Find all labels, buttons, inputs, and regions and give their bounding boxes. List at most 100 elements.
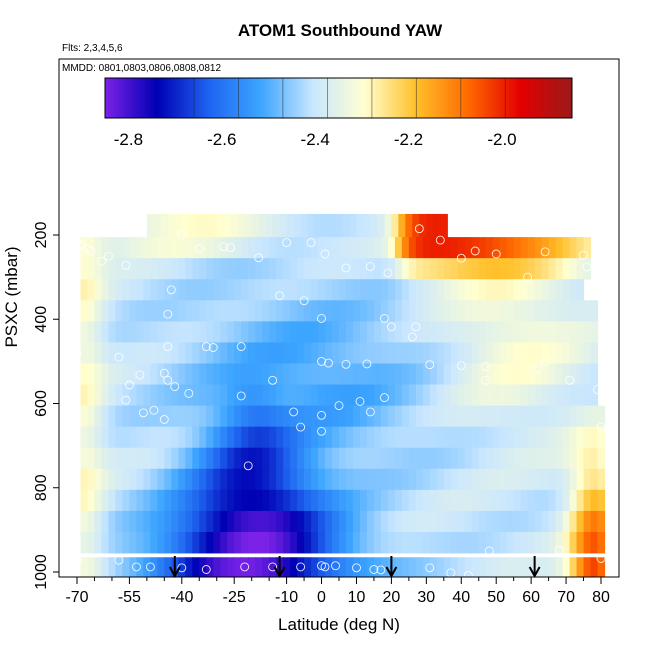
heatmap-cell — [248, 447, 256, 470]
heatmap-cell — [429, 342, 438, 364]
heatmap-cell — [80, 426, 89, 449]
heatmap-cell — [94, 237, 103, 259]
heatmap-cell — [206, 342, 214, 364]
heatmap-cell — [276, 237, 284, 259]
heatmap-cell — [569, 447, 578, 470]
heatmap-cell — [590, 426, 599, 449]
heatmap-cell — [241, 405, 249, 428]
heatmap-cell — [464, 426, 473, 449]
heatmap-cell — [293, 213, 302, 238]
heatmap-cell — [129, 279, 137, 301]
heatmap-cell — [300, 213, 309, 238]
heatmap-cell — [562, 405, 571, 428]
heatmap-cell — [220, 405, 228, 428]
heatmap-cell — [283, 363, 291, 385]
heatmap-cell — [220, 384, 228, 406]
heatmap-cell — [178, 363, 186, 385]
heatmap-cell — [318, 237, 326, 259]
heatmap-cell — [506, 510, 515, 533]
heatmap-cell — [342, 213, 351, 238]
heatmap-cell — [122, 447, 130, 470]
heatmap-cell — [255, 279, 263, 301]
heatmap-cell — [220, 426, 228, 449]
heatmap-cell — [185, 510, 193, 533]
heatmap-cell — [394, 468, 403, 491]
heatmap-cell — [499, 426, 508, 449]
heatmap-cell — [366, 405, 375, 428]
heatmap-cell — [590, 531, 599, 554]
heatmap-cell — [471, 342, 480, 364]
heatmap-cell — [345, 405, 354, 428]
heatmap-cell — [422, 279, 431, 301]
heatmap-cell — [345, 557, 354, 577]
heatmap-cell — [401, 405, 410, 428]
colorbar-segment — [396, 78, 400, 118]
heatmap-cell — [321, 213, 330, 238]
heatmap-cell — [164, 237, 172, 259]
heatmap-cell — [143, 342, 151, 364]
heatmap-cell — [108, 557, 117, 577]
colorbar-tick-label: -2.0 — [487, 130, 516, 149]
heatmap-cell — [492, 237, 501, 259]
heatmap-cell — [311, 531, 319, 554]
observation-point — [383, 268, 393, 278]
heatmap-cell — [227, 363, 235, 385]
heatmap-cell — [457, 321, 466, 343]
heatmap-cell — [332, 405, 340, 428]
heatmap-cell — [457, 557, 466, 577]
heatmap-cell — [234, 321, 242, 343]
heatmap-cell — [548, 426, 557, 449]
heatmap-cell — [297, 557, 305, 577]
heatmap-cell — [129, 468, 137, 491]
heatmap-cell — [520, 363, 529, 385]
heatmap-cell — [562, 237, 571, 259]
heatmap-cell — [380, 557, 389, 577]
heatmap-cell — [129, 237, 137, 259]
heatmap-cell — [178, 426, 186, 449]
heatmap-cell — [318, 557, 326, 577]
heatmap-cell — [153, 213, 162, 238]
colorbar-segment — [529, 78, 533, 118]
colorbar-segment — [469, 78, 473, 118]
heatmap-cell — [185, 557, 193, 577]
heatmap-cell — [513, 468, 522, 491]
heatmap-cell — [373, 363, 382, 385]
heatmap-cell — [569, 405, 578, 428]
heatmap-cell — [255, 321, 263, 343]
heatmap-cell — [164, 342, 172, 364]
heatmap-cell — [394, 342, 403, 364]
heatmap-cell — [101, 557, 110, 577]
observation-point — [72, 348, 82, 358]
colorbar-segment — [151, 78, 155, 118]
heatmap-cell — [548, 237, 557, 259]
observation-point — [170, 382, 180, 392]
heatmap-cell — [171, 426, 179, 449]
colorbar-segment — [228, 78, 232, 118]
heatmap-cell — [269, 321, 277, 343]
heatmap-cell — [129, 300, 137, 322]
heatmap-cell — [108, 258, 117, 280]
heatmap-cell — [401, 237, 410, 259]
colorbar-segment — [336, 78, 339, 118]
observation-point — [208, 343, 218, 352]
heatmap-cell — [380, 384, 389, 406]
heatmap-cell — [373, 405, 382, 428]
heatmap-cell — [115, 557, 124, 577]
heatmap-cell — [506, 258, 515, 280]
heatmap-cell — [220, 321, 228, 343]
heatmap-cell — [373, 321, 382, 343]
heatmap-cell — [436, 405, 445, 428]
heatmap-cell — [366, 531, 375, 554]
heatmap-cell — [150, 510, 158, 533]
heatmap-cell — [192, 321, 200, 343]
heatmap-cell — [178, 342, 186, 364]
heatmap-cell — [248, 557, 256, 577]
colorbar-segment — [284, 78, 288, 118]
observation-point — [194, 244, 204, 253]
heatmap-cell — [583, 489, 592, 512]
colorbar-segment — [315, 78, 318, 118]
heatmap-cell — [332, 342, 340, 364]
heatmap-cell — [80, 510, 89, 533]
heatmap-cell — [359, 300, 368, 322]
colorbar-segment — [149, 78, 153, 118]
